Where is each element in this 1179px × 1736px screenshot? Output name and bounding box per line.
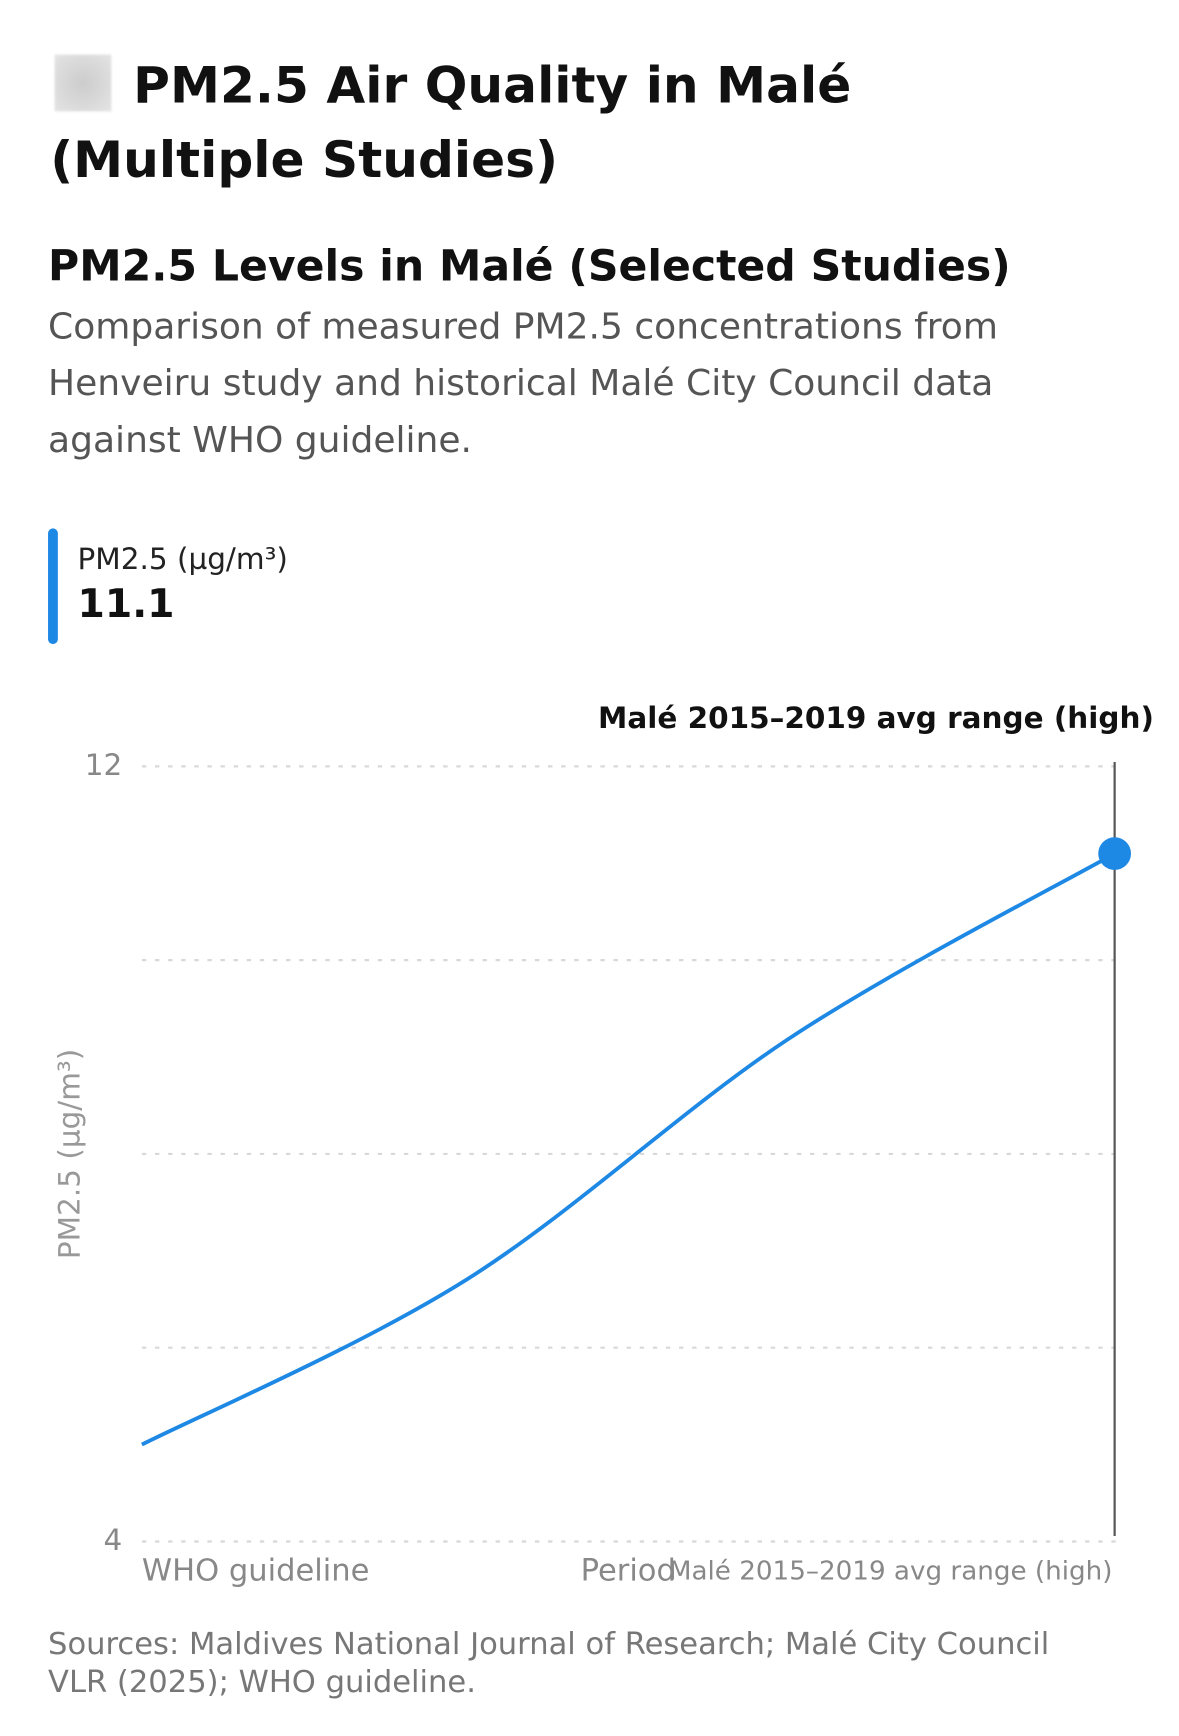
tooltip-value: 11.1 — [77, 581, 175, 627]
tooltip-bar — [48, 528, 58, 645]
page-title: PM2.5 Air Quality in Malé (Multiple Stud… — [50, 55, 852, 189]
x-axis-label: Period — [581, 1554, 676, 1589]
y-axis-label: PM2.5 (µg/m³) — [52, 1049, 86, 1259]
chart-subtitle: Comparison of measured PM2.5 concentrati… — [48, 304, 998, 461]
icon — [54, 54, 112, 112]
highlight-point — [1098, 837, 1132, 870]
series-line — [141, 851, 1116, 1447]
x-tick-label: Malé 2015–2019 avg range (high) — [669, 1557, 1113, 1587]
y-tick-label: 4 — [104, 1523, 123, 1557]
chart: 4 12 PM2.5 (µg/m³) WHO guideline Malé 2015–2… — [52, 701, 1154, 1589]
chart-title: PM2.5 Levels in Malé (Selected Studies) — [48, 242, 1011, 292]
tooltip-series: PM2.5 (µg/m³) — [77, 542, 288, 577]
cursor-label: Malé 2015–2019 avg range (high) — [598, 701, 1154, 735]
source: Sources: Maldives National Journal of Re… — [48, 1625, 1050, 1700]
x-tick-label: WHO guideline — [142, 1554, 369, 1589]
y-tick-label: 12 — [85, 748, 123, 782]
